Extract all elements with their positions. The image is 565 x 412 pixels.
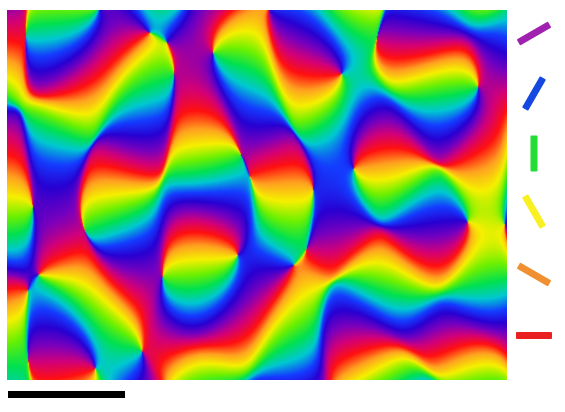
yellow-orientation-bar: [521, 193, 547, 229]
green-orientation-bar: [530, 135, 538, 171]
red-orientation-bar: [516, 331, 552, 339]
orientation-map-image: [7, 10, 507, 380]
orientation-legend: [507, 0, 565, 412]
blue-orientation-bar: [521, 75, 547, 111]
scale-bar: [8, 391, 125, 398]
purple-orientation-bar: [516, 20, 552, 46]
orange-orientation-bar: [516, 261, 552, 287]
